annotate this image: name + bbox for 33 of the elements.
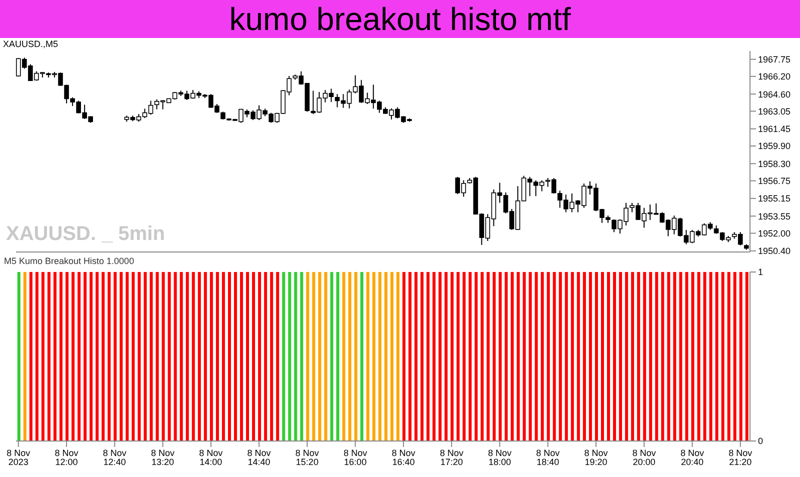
x-tick-label: 8 Nov 17:20: [440, 448, 464, 467]
x-tick-label: 8 Nov 19:20: [584, 448, 608, 467]
y-tick-label: 1961.45: [758, 124, 791, 134]
x-tick-label: 8 Nov 20:00: [632, 448, 656, 467]
x-tick-label: 8 Nov 20:40: [680, 448, 704, 467]
x-tick-label: 8 Nov 21:20: [728, 448, 753, 467]
y-tick-label: 1955.15: [758, 194, 791, 204]
x-tick-label: 8 Nov 13:20: [151, 448, 176, 467]
y-tick-label: 1964.60: [758, 89, 791, 100]
x-tick-label: 8 Nov 15:20: [295, 448, 320, 467]
x-tick-label: 8 Nov 16:40: [392, 448, 416, 467]
x-tick-label: 8 Nov 12:40: [102, 448, 127, 467]
x-tick-label: 8 Nov 18:40: [536, 448, 560, 467]
y-tick-label: 1: [758, 267, 764, 278]
y-tick-label: 1966.20: [758, 72, 791, 82]
y-tick-label: 0: [758, 436, 764, 446]
y-tick-label: 1963.05: [758, 106, 791, 116]
text: kumo breakout histo mtf: [0, 0, 800, 38]
y-tick-label: 1952.00: [758, 228, 791, 238]
y-tick-label: 1950.40: [758, 246, 791, 256]
x-tick-label: 8 Nov 16:00: [344, 448, 368, 467]
x-tick-label: 8 Nov 14:40: [247, 448, 272, 467]
chart-title: M5 Kumo Breakout Histo 1.0000: [4, 256, 134, 266]
x-tick-label: 8 Nov 12:00: [54, 448, 79, 467]
y-tick-label: 1956.75: [758, 176, 791, 186]
x-tick-label: 8 Nov 2023: [6, 448, 31, 467]
chart-title: XAUUSD.,M5: [3, 39, 58, 49]
x-tick-label: 8 Nov 14:00: [199, 448, 224, 467]
y-tick-label: 1967.75: [758, 54, 791, 64]
x-tick-label: 8 Nov 18:00: [488, 448, 512, 467]
y-tick-label: 1959.90: [758, 141, 791, 152]
y-tick-label: 1958.30: [758, 158, 791, 169]
y-tick-label: 1953.55: [758, 211, 791, 222]
